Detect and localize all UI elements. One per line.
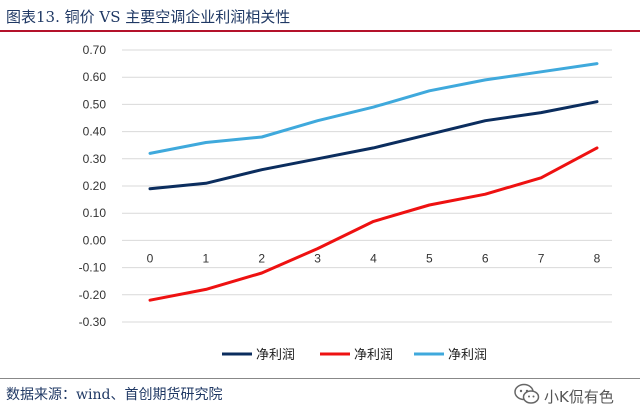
x-tick-label: 0 bbox=[147, 251, 154, 265]
title-divider bbox=[0, 30, 640, 32]
wechat-icon bbox=[514, 383, 540, 404]
series-line-3 bbox=[148, 62, 599, 155]
x-tick-label: 1 bbox=[203, 251, 210, 265]
source-divider bbox=[0, 378, 640, 379]
gridlines bbox=[122, 49, 612, 323]
y-tick-label: 0.70 bbox=[83, 43, 107, 57]
x-tick-label: 8 bbox=[594, 251, 601, 265]
figure-title: 图表13. 铜价 VS 主要空调企业利润相关性 bbox=[6, 8, 291, 26]
watermark: 小K侃有色 bbox=[514, 380, 634, 410]
watermark-text: 小K侃有色 bbox=[544, 388, 614, 406]
legend: 净利润 净利润 净利润 bbox=[222, 348, 487, 363]
x-axis-ticks: 0 1 2 3 4 5 6 7 8 bbox=[147, 251, 601, 265]
y-tick-label: -0.20 bbox=[79, 288, 107, 302]
y-tick-label: -0.10 bbox=[79, 261, 107, 275]
x-tick-label: 6 bbox=[482, 251, 489, 265]
y-tick-label: 0.40 bbox=[83, 125, 107, 139]
series-line-2 bbox=[148, 146, 599, 302]
x-tick-label: 5 bbox=[426, 251, 433, 265]
y-tick-label: 0.20 bbox=[83, 179, 107, 193]
source-note: 数据来源：wind、首创期货研究院 bbox=[6, 387, 223, 403]
y-tick-label: -0.30 bbox=[79, 315, 107, 329]
legend-label: 净利润 bbox=[256, 348, 295, 363]
series-line-1 bbox=[148, 100, 599, 191]
y-tick-label: 0.50 bbox=[83, 97, 107, 111]
x-tick-label: 4 bbox=[370, 251, 377, 265]
y-tick-label: 0.00 bbox=[83, 233, 107, 247]
figure-header: 图表13. 铜价 VS 主要空调企业利润相关性 bbox=[0, 0, 640, 30]
x-tick-label: 3 bbox=[314, 251, 321, 265]
legend-label: 净利润 bbox=[448, 348, 487, 363]
y-tick-label: 0.60 bbox=[83, 70, 107, 84]
y-tick-label: 0.10 bbox=[83, 206, 107, 220]
legend-label: 净利润 bbox=[354, 348, 393, 363]
line-chart: 0.70 0.60 0.50 0.40 0.30 0.20 0.10 0.00 -0.10 -0.… bbox=[79, 43, 612, 363]
x-tick-label: 2 bbox=[258, 251, 265, 265]
y-axis-ticks: 0.70 0.60 0.50 0.40 0.30 0.20 0.10 0.00 -0.10 -0.… bbox=[79, 43, 107, 329]
series-lines bbox=[148, 62, 599, 302]
x-tick-label: 7 bbox=[538, 251, 545, 265]
y-tick-label: 0.30 bbox=[83, 152, 107, 166]
